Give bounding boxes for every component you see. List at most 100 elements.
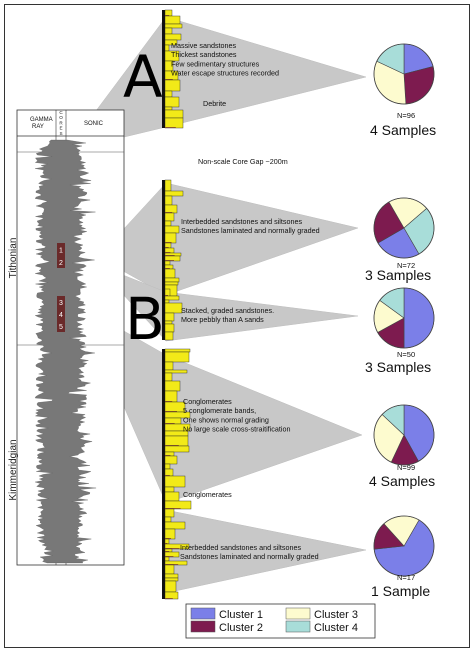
core-bed [164,312,175,322]
pie-outline [373,515,435,577]
core-silt-band [165,295,168,296]
core-silt-band [165,252,171,253]
core-axis [162,10,165,128]
core-bed [164,295,180,301]
core-bed [164,225,180,234]
pie-chart-1: N=96 4 Samples [370,43,436,138]
cores-header-letter: S [59,131,62,136]
legend-swatch [190,607,216,620]
description-line: One shows normal grading [183,415,269,424]
core-bed [164,117,184,129]
core-fan-3 [94,263,359,342]
legend-item-cluster-3: Cluster 3 [285,607,358,621]
pie-chart-2: N=723 Samples [365,197,435,283]
pie-samples-label: 4 Samples [369,473,435,489]
legend-swatch [190,620,216,633]
description-7: Interbedded sandstones and siltsones Sand… [180,543,319,561]
core-bed [164,486,175,493]
pie-n-label: N=72 [397,261,415,270]
cores-header-letter: R [59,120,63,125]
legend: Cluster 1 Cluster 3 Cluster 2 Cluster 4 [185,603,376,639]
pie-samples-label: 1 Sample [371,583,430,599]
legend-label: Cluster 1 [219,609,263,621]
legend-swatch [285,607,311,620]
description-line: No large scale cross-straitification [183,425,290,434]
core-markers: 1 2 3 4 5 [57,243,65,332]
legend-items: Cluster 1 Cluster 3 Cluster 2 Cluster 4 [190,607,358,634]
pie-outline [373,197,435,259]
core-bed [164,288,171,297]
legend-item-cluster-4: Cluster 4 [285,620,358,634]
core-bed [164,573,179,579]
legend-swatch [285,620,311,633]
kimmeridgian-label: Kimmeridgian [8,439,19,500]
sonic-header: SONIC [84,121,104,127]
description-line: Conglomerates [183,490,232,499]
core-bed [164,268,176,279]
core-silt-band [165,423,175,424]
core-silt-band [165,212,173,213]
fans [65,16,367,594]
pie-outline [373,404,435,466]
core-axis [162,289,165,340]
core-bed [164,390,178,403]
core-bed [164,220,172,227]
description-line: Sandstones laminated and normally graded [180,552,319,561]
legend-item-cluster-2: Cluster 2 [190,620,263,634]
core-column-1 [162,9,184,129]
core-bed [164,463,171,470]
core-marker-box [57,296,65,332]
pie-outline [373,43,435,105]
core-bed [164,39,178,46]
core-silt-band [165,538,171,539]
core-bed [164,96,180,108]
core-silt-band [165,455,171,456]
core-bed [164,299,170,304]
core-bed [164,500,192,510]
core-axis [162,349,165,599]
core-bed [164,348,191,353]
core-bed [164,331,174,341]
core-bed [164,577,179,582]
description-4: Stacked, graded sandstones. More pebbly t… [181,306,274,324]
core-bed [164,361,174,371]
core-bed [164,179,172,192]
description-line: Water escape structures recorded [171,69,279,78]
core-bed [164,521,186,530]
core-axis [162,180,165,296]
pie-outline [373,287,435,349]
core-marker-box [57,243,65,268]
core-bed [164,369,188,374]
core-bed [164,232,177,244]
core-bed [164,90,173,98]
core-bed [164,475,186,488]
description-line: Interbedded sandstones and siltsones [181,217,302,226]
core-bed [164,401,186,413]
description-line: Conglomerates [183,397,232,406]
description-line: 5 conglomerate bands, [183,406,256,415]
legend-label: Cluster 3 [314,609,358,621]
core-silt-band [165,445,179,446]
log-curve [34,139,97,564]
core-bed [164,195,173,206]
core-silt-band [165,508,181,509]
core-marker-number: 4 [59,312,63,319]
core-column-3 [162,288,183,341]
core-silt-band [165,242,172,243]
description-3: Interbedded sandstones and siltsones Sand… [181,217,320,235]
core-bed [164,435,189,447]
section-b-letter: B [125,285,165,353]
core-bed [164,190,184,197]
gamma-ray-header: GAMMA RAY [30,117,53,130]
core-marker-number: 1 [59,247,63,254]
pie-n-label: N=96 [397,111,415,120]
core-bed [164,468,174,477]
core-silt-band [165,551,170,552]
core-bed [164,109,184,119]
core-fan-4 [79,305,363,504]
core-silt-band [165,411,177,412]
core-bed [164,591,179,600]
